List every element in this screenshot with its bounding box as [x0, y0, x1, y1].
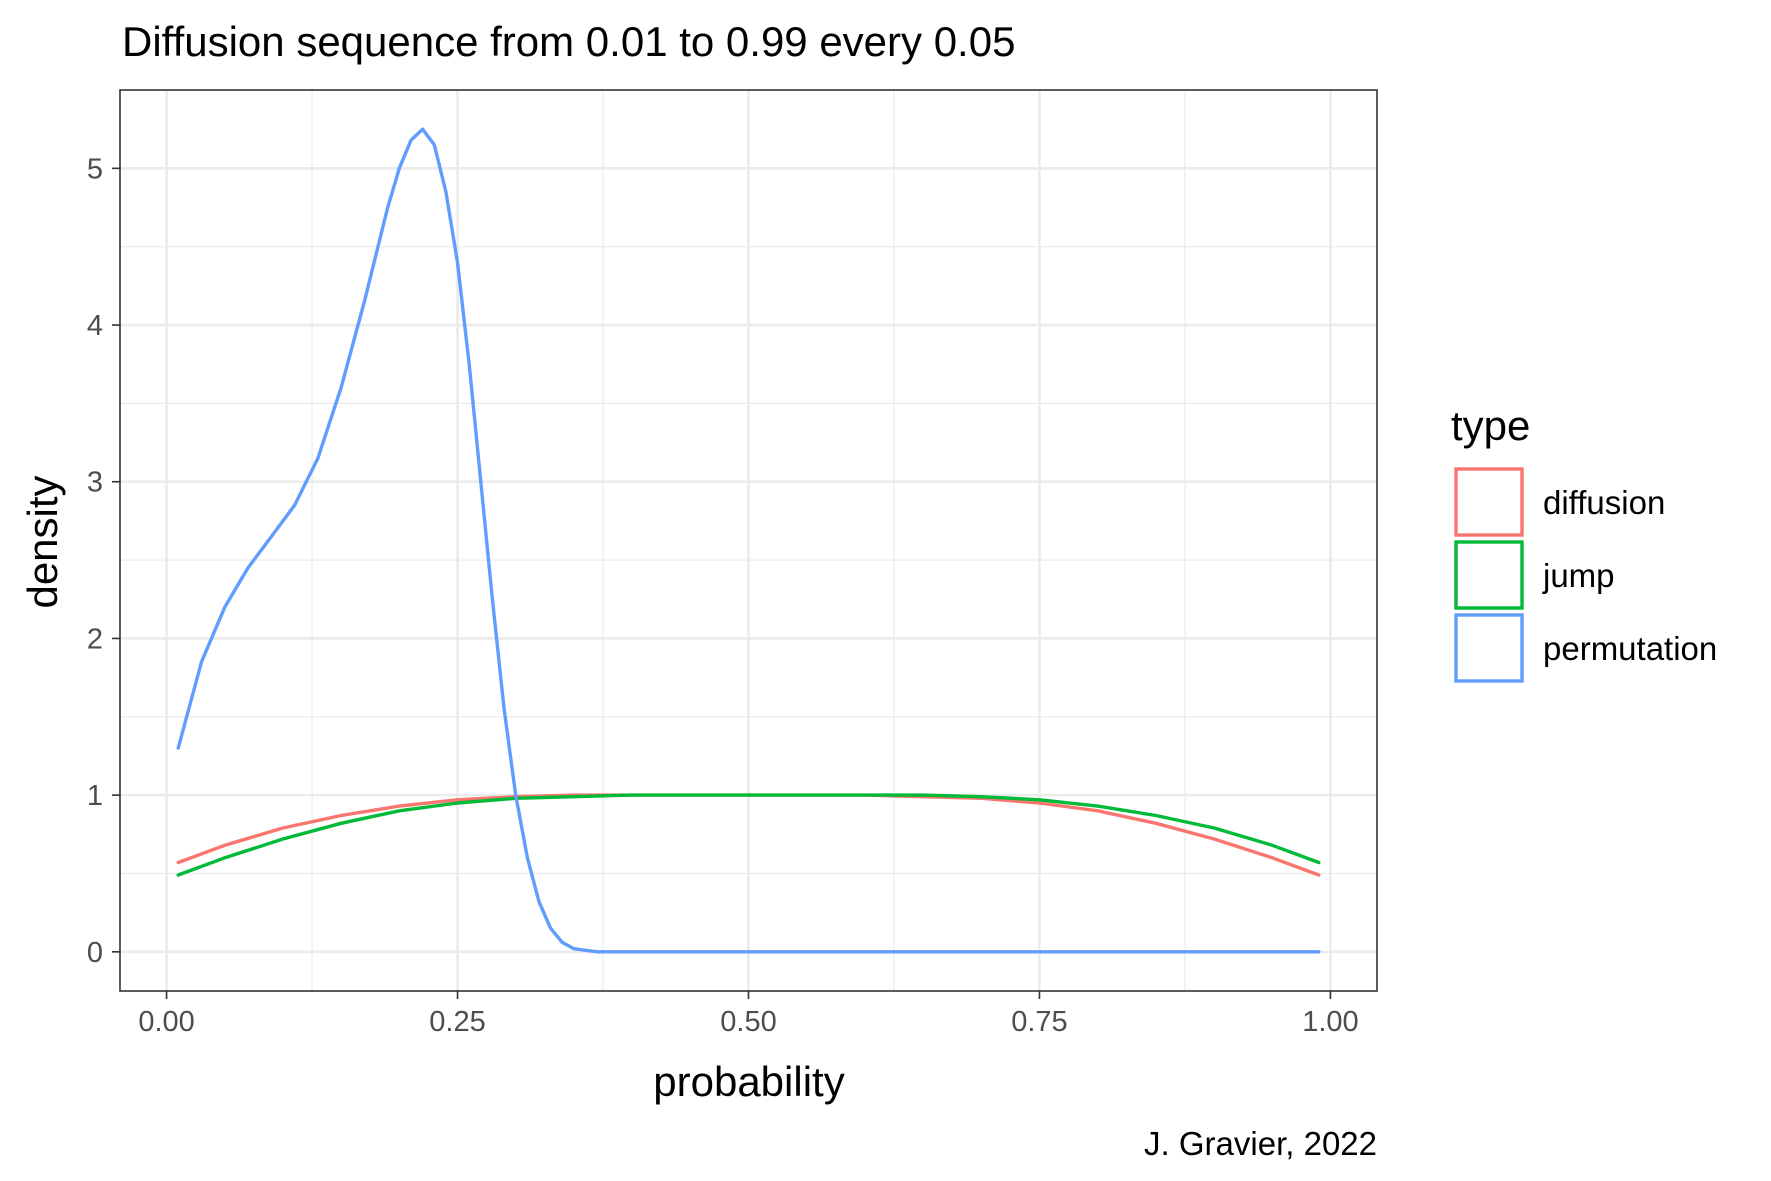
series-layer [176, 127, 1321, 954]
x-axis: 0.00 0.25 0.50 0.75 1.00 [138, 991, 1359, 1038]
x-tick-label: 0.25 [429, 1006, 485, 1038]
caption: J. Gravier, 2022 [1144, 1125, 1377, 1162]
x-tick-label: 1.00 [1302, 1006, 1358, 1038]
series-line-permutation [176, 127, 1321, 954]
y-axis: 0 1 2 3 4 5 [87, 153, 120, 969]
y-tick-label: 3 [87, 467, 103, 499]
x-tick-label: 0.00 [138, 1006, 194, 1038]
legend-label-jump: jump [1542, 557, 1615, 594]
chart-title: Diffusion sequence from 0.01 to 0.99 eve… [122, 18, 1015, 65]
y-tick-label: 5 [87, 153, 103, 185]
x-tick-label: 0.75 [1011, 1006, 1067, 1038]
legend-label-permutation: permutation [1543, 630, 1717, 667]
legend-key-permutation [1454, 613, 1524, 683]
y-axis-title: density [19, 475, 66, 608]
series-line-jump [176, 793, 1321, 877]
y-tick-label: 1 [87, 780, 103, 812]
legend-label-diffusion: diffusion [1543, 484, 1665, 521]
legend-title: type [1451, 402, 1530, 449]
legend-key-jump [1454, 540, 1524, 610]
x-axis-title: probability [653, 1058, 844, 1105]
legend: type diffusion jump permutation [1451, 402, 1717, 683]
x-tick-label: 0.50 [720, 1006, 776, 1038]
legend-items: diffusion jump permutation [1454, 467, 1717, 683]
y-tick-label: 4 [87, 310, 103, 342]
y-tick-label: 0 [87, 937, 103, 969]
grid-major [120, 90, 1377, 991]
y-tick-label: 2 [87, 623, 103, 655]
legend-key-diffusion [1454, 467, 1524, 537]
